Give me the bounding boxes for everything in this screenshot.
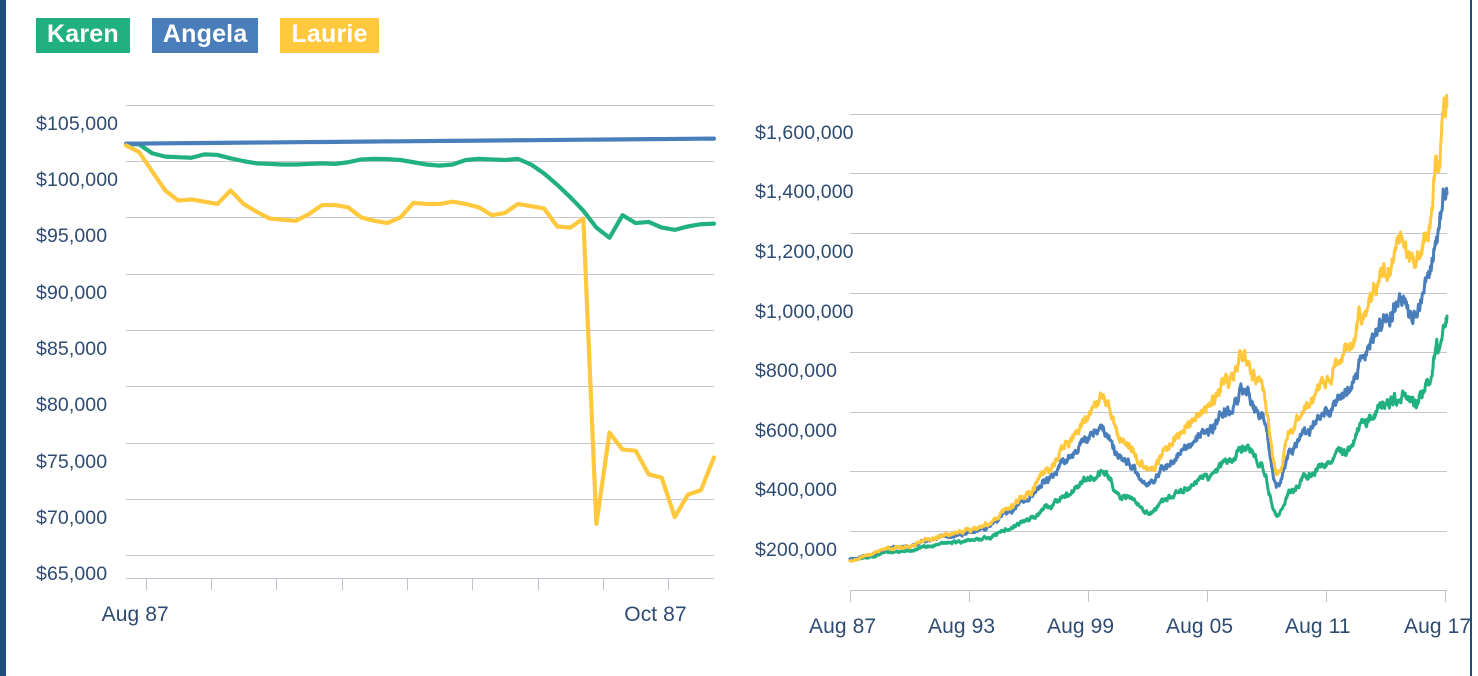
left-chart-y-tick-label: $85,000 — [36, 338, 108, 360]
left-chart-x-tick-label: Aug 87 — [101, 603, 169, 626]
right-chart-x-axis-line — [850, 590, 1447, 591]
right-chart-x-tick-label: Aug 05 — [1166, 615, 1234, 638]
gridline — [850, 471, 1447, 472]
right-chart-x-tick — [850, 591, 851, 602]
left-chart-panel: $105,000 $100,000 $95,000 $90,000 $85,000 $80… — [0, 0, 730, 676]
gridline — [850, 412, 1447, 413]
right-chart-plot — [848, 93, 1449, 563]
gridline — [850, 293, 1447, 294]
gridline — [850, 233, 1447, 234]
gridline — [126, 274, 714, 275]
legend-badge-karen[interactable]: Karen — [36, 18, 130, 54]
right-chart-x-tick — [969, 591, 970, 602]
gridline — [126, 386, 714, 387]
gridline — [850, 173, 1447, 174]
left-chart-y-tick-label: $95,000 — [36, 225, 108, 247]
right-chart-x-tick-label: Aug 11 — [1285, 615, 1351, 638]
right-chart-x-tick — [1088, 591, 1089, 602]
left-chart-x-tick — [603, 579, 604, 590]
left-chart-x-tick — [538, 579, 539, 590]
right-chart-x-tick-label: Aug 17 — [1404, 615, 1472, 638]
left-chart-x-tick — [276, 579, 277, 590]
right-chart-y-tick-label: $800,000 — [755, 360, 838, 382]
right-chart-line-angela — [848, 186, 1449, 561]
legend-badge-laurie[interactable]: Laurie — [280, 18, 379, 54]
right-chart-line-laurie — [848, 93, 1449, 563]
left-chart-y-tick-label: $75,000 — [36, 451, 108, 473]
right-chart-y-tick-label: $400,000 — [755, 479, 838, 501]
right-chart-y-tick-label: $1,200,000 — [755, 241, 854, 263]
left-edge-accent-bar — [0, 0, 6, 676]
left-chart-y-tick-label: $100,000 — [36, 169, 119, 191]
left-chart-y-tick-label: $90,000 — [36, 282, 108, 304]
left-chart-line-angela — [123, 136, 717, 146]
right-edge-accent-bar — [1470, 0, 1472, 676]
right-chart-y-tick-label: $600,000 — [755, 420, 838, 442]
gridline — [850, 114, 1447, 115]
legend-badge-angela[interactable]: Angela — [151, 18, 259, 54]
right-chart-y-tick-label: $1,600,000 — [755, 122, 854, 144]
left-chart-line-karen — [123, 142, 717, 240]
left-chart-x-tick — [146, 579, 147, 590]
left-chart-y-tick-label: $70,000 — [36, 507, 108, 529]
left-chart-y-tick-label: $105,000 — [36, 113, 119, 135]
gridline — [126, 499, 714, 500]
gridline — [126, 330, 714, 331]
right-chart-y-tick-label: $1,000,000 — [755, 301, 854, 323]
gridline — [850, 531, 1447, 532]
gridline — [126, 217, 714, 218]
gridline — [126, 105, 714, 106]
left-chart-x-tick — [342, 579, 343, 590]
right-chart-y-tick-label: $200,000 — [755, 539, 838, 561]
left-chart-x-axis-line — [126, 578, 714, 579]
left-chart-plot — [123, 136, 717, 527]
right-chart-x-tick — [1207, 591, 1208, 602]
right-chart-line-karen — [848, 314, 1449, 563]
right-chart-x-tick-label: Aug 93 — [928, 615, 996, 638]
right-chart-x-tick — [1445, 591, 1446, 602]
series-legend: Karen Angela Laurie — [36, 18, 379, 54]
left-chart-y-tick-label: $80,000 — [36, 394, 108, 416]
gridline — [126, 555, 714, 556]
left-chart-x-tick — [472, 579, 473, 590]
right-chart-y-tick-label: $1,400,000 — [755, 181, 854, 203]
right-chart-x-tick — [1326, 591, 1327, 602]
right-chart-x-tick-label: Aug 87 — [809, 615, 877, 638]
left-chart-x-tick-label: Oct 87 — [624, 603, 687, 626]
right-chart-panel: $1,600,000 $1,400,000 $1,200,000 $1,000,000… — [740, 0, 1478, 676]
gridline — [850, 352, 1447, 353]
right-chart-x-tick-label: Aug 99 — [1047, 615, 1115, 638]
left-chart-x-tick — [407, 579, 408, 590]
gridline — [126, 443, 714, 444]
left-chart-x-tick — [668, 579, 669, 590]
left-chart-x-tick — [211, 579, 212, 590]
left-chart-line-laurie — [123, 143, 717, 527]
left-chart-y-tick-label: $65,000 — [36, 563, 108, 585]
